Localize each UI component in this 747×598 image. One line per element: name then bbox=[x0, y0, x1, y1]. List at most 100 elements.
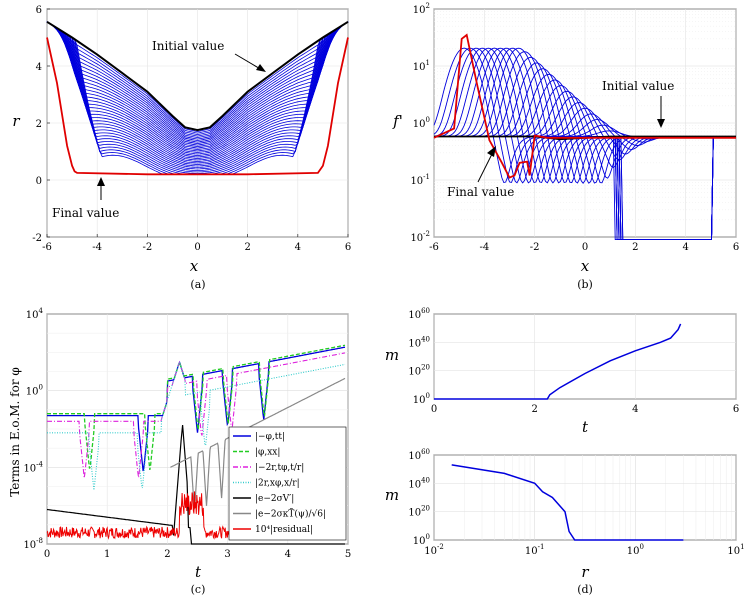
legend-label: |φ,xx| bbox=[255, 448, 280, 458]
evolution-curve bbox=[46, 21, 349, 153]
x-tick-label: 2 bbox=[531, 404, 537, 415]
panel-d-top-plot-area bbox=[433, 313, 737, 400]
evolution-curve bbox=[46, 21, 349, 137]
evolution-curve bbox=[46, 21, 349, 140]
x-tick-label: -2 bbox=[142, 242, 152, 253]
panel-c: 0 1 2 3 4 5 10-8 10-4 100 104 |−φ,tt| |φ,xx| |−2r,t… bbox=[8, 307, 351, 596]
x-tick-label: -6 bbox=[429, 242, 439, 253]
x-tick-label: 2 bbox=[164, 549, 170, 560]
y-tick-label: 102 bbox=[413, 2, 430, 16]
panel-c-xlabel: t bbox=[195, 563, 202, 581]
evolution-curve bbox=[46, 21, 349, 134]
panel-b-ylabel: f' bbox=[392, 112, 403, 130]
y-tick-label: 100 bbox=[26, 384, 43, 398]
evolution-curve bbox=[46, 21, 349, 158]
x-tick-label: 4 bbox=[632, 404, 638, 415]
x-tick-label: 0 bbox=[194, 242, 200, 253]
y-tick-label: 10-1 bbox=[410, 173, 430, 187]
panel-a-final-curve bbox=[46, 37, 349, 176]
y-tick-label: 104 bbox=[26, 307, 44, 321]
panel-a-initial-curve bbox=[46, 20, 349, 132]
y-tick-label: 10-8 bbox=[23, 537, 43, 551]
y-tick-label: 1060 bbox=[408, 448, 430, 462]
evolution-curve bbox=[46, 21, 349, 139]
evolution-curve bbox=[46, 21, 349, 152]
panel-d-top-ticks: 0 2 4 6 100 1020 1040 1060 bbox=[408, 307, 739, 415]
panel-a-ticks: -6 -4 -2 0 2 4 6 -2 0 2 4 6 bbox=[32, 5, 351, 253]
panel-c-caption: (c) bbox=[191, 583, 206, 596]
panel-d-top-xlabel: t bbox=[582, 418, 589, 436]
x-tick-label: 1 bbox=[104, 549, 110, 560]
x-tick-label: 4 bbox=[285, 549, 291, 560]
panel-b-xlabel: x bbox=[581, 257, 590, 275]
evolution-curve bbox=[46, 21, 349, 170]
evolution-curve bbox=[46, 21, 349, 156]
legend-box bbox=[228, 426, 347, 541]
panel-d-top-ylabel: m bbox=[385, 346, 399, 364]
x-tick-label: 101 bbox=[727, 543, 744, 557]
evolution-curve bbox=[46, 21, 349, 142]
panel-a-final-annotation: Final value bbox=[52, 206, 119, 220]
x-tick-label: 6 bbox=[733, 404, 739, 415]
x-tick-label: 10-2 bbox=[424, 543, 444, 557]
y-tick-label: 1060 bbox=[408, 307, 430, 321]
panel-a-caption: (a) bbox=[190, 278, 205, 291]
x-tick-label: 2 bbox=[632, 242, 638, 253]
panel-b-final-arrowhead bbox=[487, 146, 496, 157]
x-tick-label: -4 bbox=[92, 242, 102, 253]
panel-b-initial-annotation: Initial value bbox=[602, 79, 674, 93]
panel-d-bottom-xlabel: r bbox=[581, 563, 589, 581]
evolution-curve bbox=[46, 21, 349, 146]
evolution-curve bbox=[46, 21, 349, 149]
evolution-curve bbox=[46, 21, 349, 133]
panel-a-initial-arrow bbox=[234, 53, 263, 71]
x-tick-label: 5 bbox=[345, 549, 351, 560]
legend-label: |e−2σκT̃(ψ)/√6| bbox=[255, 508, 326, 520]
panel-b: -6 -4 -2 0 2 4 6 10-2 10-1 100 101 102 Initial valu… bbox=[392, 2, 739, 291]
evolution-curve bbox=[46, 21, 349, 143]
panel-a-grid bbox=[46, 8, 349, 238]
y-tick-label: 1040 bbox=[408, 476, 430, 490]
x-tick-label: -2 bbox=[530, 242, 540, 253]
x-tick-label: 4 bbox=[682, 242, 688, 253]
y-tick-label: 2 bbox=[36, 119, 42, 130]
panel-b-final-arrow bbox=[477, 151, 494, 183]
evolution-curve bbox=[46, 21, 349, 155]
evolution-curve bbox=[46, 21, 349, 168]
legend-label: |−2r,tφ,t/r| bbox=[255, 463, 304, 473]
y-tick-label: 100 bbox=[413, 533, 430, 547]
series-rt-phit bbox=[47, 352, 346, 479]
y-tick-label: 101 bbox=[413, 59, 430, 73]
panel-c-legend: |−φ,tt| |φ,xx| |−2r,tφ,t/r| |2r,xφ,x/r| |e−2… bbox=[228, 426, 347, 541]
x-tick-label: 3 bbox=[224, 549, 230, 560]
legend-label: 10⁴|residual| bbox=[255, 525, 313, 535]
legend-label: |−φ,tt| bbox=[255, 432, 285, 442]
y-tick-label: 10-4 bbox=[23, 460, 43, 474]
y-tick-label: 100 bbox=[413, 116, 430, 130]
evolution-curve bbox=[46, 21, 349, 145]
evolution-curve bbox=[46, 21, 349, 171]
evolution-curve bbox=[46, 21, 349, 150]
x-tick-label: 100 bbox=[627, 543, 644, 557]
x-tick-label: 6 bbox=[345, 242, 351, 253]
panel-b-final-curve bbox=[433, 33, 736, 179]
y-tick-label: 100 bbox=[413, 392, 430, 406]
panel-d-bottom-curve bbox=[451, 464, 684, 541]
series-t-psi bbox=[170, 377, 346, 510]
panel-a-ylabel: r bbox=[12, 112, 20, 130]
evolution-curve bbox=[46, 21, 349, 165]
panel-a-initial-arrowhead bbox=[256, 64, 266, 72]
y-tick-label: 1040 bbox=[408, 335, 430, 349]
panel-d-top-curve bbox=[434, 323, 682, 400]
panel-d-bottom-ylabel: m bbox=[385, 486, 399, 504]
x-tick-label: -6 bbox=[42, 242, 52, 253]
legend-label: |2r,xφ,x/r| bbox=[255, 479, 300, 489]
panel-c-ticks: 0 1 2 3 4 5 10-8 10-4 100 104 bbox=[23, 307, 351, 560]
panel-a-xlabel: x bbox=[190, 257, 199, 275]
series-v-prime bbox=[46, 424, 345, 545]
legend-label: |e−2σV′| bbox=[255, 494, 294, 504]
x-tick-label: -4 bbox=[479, 242, 489, 253]
x-tick-label: 4 bbox=[295, 242, 301, 253]
panel-d-caption: (d) bbox=[577, 583, 593, 596]
